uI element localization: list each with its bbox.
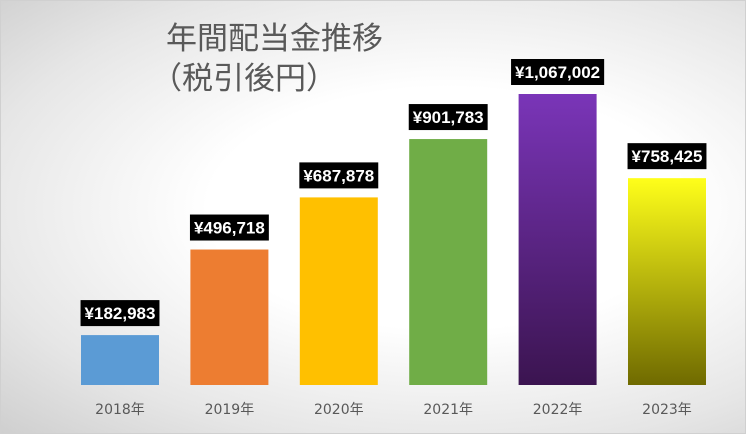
chart-subtitle: （税引後円） xyxy=(151,61,337,97)
data-label-background xyxy=(511,58,605,85)
data-label-background xyxy=(299,162,379,189)
data-label-background xyxy=(80,300,160,327)
bar-2023年 xyxy=(628,178,706,385)
data-labels-layer: ¥182,983 ¥496,718 ¥687,878 ¥901,783 ¥1,067,0… xyxy=(80,58,707,327)
data-label-2023年: ¥758,425 xyxy=(627,143,707,170)
bar-2020年 xyxy=(299,197,378,385)
data-label-text: ¥687,878 xyxy=(303,166,374,185)
chart-title: 年間配当金推移 xyxy=(166,21,383,57)
data-label-text: ¥1,067,002 xyxy=(515,63,600,82)
x-tick-label: 2019年 xyxy=(205,402,255,418)
bars-layer xyxy=(81,93,706,386)
data-label-2021年: ¥901,783 xyxy=(408,104,488,131)
data-label-background xyxy=(627,143,707,170)
data-label-text: ¥182,983 xyxy=(85,304,156,323)
x-tick-label: 2018年 xyxy=(95,402,145,418)
x-tick-label: 2020年 xyxy=(314,402,364,418)
x-tick-label: 2022年 xyxy=(533,402,583,418)
data-label-background xyxy=(408,104,488,131)
data-label-text: ¥758,425 xyxy=(632,147,703,166)
data-label-text: ¥901,783 xyxy=(413,108,484,127)
x-tick-label: 2021年 xyxy=(423,402,473,418)
x-axis-tick-labels: 2018年 2019年 2020年 2021年 2022年 2023年 xyxy=(95,402,692,418)
data-label-background xyxy=(189,214,269,241)
x-tick-label: 2023年 xyxy=(642,402,692,418)
bar-2018年 xyxy=(81,335,159,385)
data-label-2018年: ¥182,983 xyxy=(80,300,160,327)
data-label-text: ¥496,718 xyxy=(194,219,265,238)
data-label-2022年: ¥1,067,002 xyxy=(511,58,605,85)
bar-2022年 xyxy=(518,93,597,386)
bar-2019年 xyxy=(190,249,269,385)
data-label-2020年: ¥687,878 xyxy=(299,162,379,189)
data-label-2019年: ¥496,718 xyxy=(189,214,269,241)
bar-2021年 xyxy=(409,139,488,385)
